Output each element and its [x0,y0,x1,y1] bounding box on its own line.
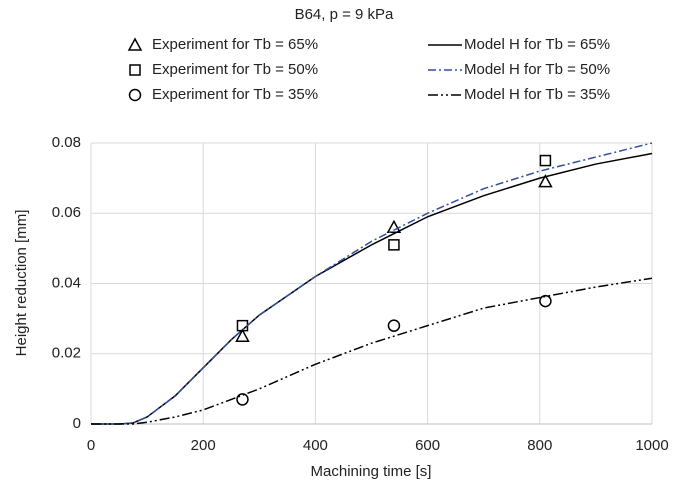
marker-circle [128,88,142,102]
legend-label: Model H for Tb = 65% [464,36,610,53]
marker-triangle [538,174,553,188]
model-line [91,152,653,425]
marker-triangle [386,219,402,234]
x-tick-label: 1000 [635,437,668,454]
x-tick-label: 0 [87,437,95,454]
chart-title: B64, p = 9 kPa [295,6,394,23]
x-tick-label: 200 [191,437,216,454]
marker-square [388,239,400,251]
y-tick-label: 0.08 [52,134,81,151]
model-line [91,277,653,425]
marker-triangle [235,328,250,342]
y-tick-label: 0.06 [52,204,81,221]
marker-square [539,154,552,167]
marker-circle [236,393,249,406]
legend-label: Experiment for Tb = 50% [152,61,318,78]
marker-triangle [127,37,143,51]
legend-label: Model H for Tb = 35% [464,86,610,103]
x-tick-label: 800 [527,437,552,454]
legend-label: Experiment for Tb = 35% [152,86,318,103]
y-tick-label: 0 [73,415,81,432]
x-axis-label: Machining time [s] [311,463,432,480]
y-tick-label: 0.02 [52,345,81,362]
legend-label: Model H for Tb = 50% [464,61,610,78]
legend-label: Experiment for Tb = 65% [152,36,318,53]
marker-circle [539,294,552,308]
y-tick-label: 0.04 [52,274,81,291]
marker-square [129,64,141,76]
x-tick-label: 400 [303,437,328,454]
y-axis-label: Height reduction [mm] [13,210,30,357]
x-tick-label: 600 [415,437,440,454]
model-line [91,142,653,425]
marker-circle [387,319,401,332]
